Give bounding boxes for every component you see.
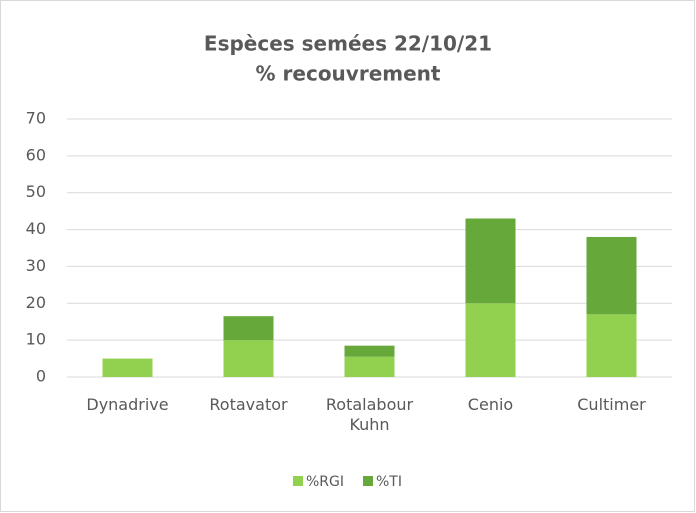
bar-segment <box>586 314 637 377</box>
legend-label: %TI <box>376 474 402 490</box>
y-tick-label: 70 <box>26 109 46 128</box>
bar-segment <box>223 340 274 377</box>
x-tick-label: Rotalabour Kuhn <box>325 395 414 434</box>
x-tick-label: Cultimer <box>577 395 646 414</box>
bar-segment <box>465 303 516 377</box>
legend-swatch <box>363 476 373 486</box>
y-tick-label: 20 <box>26 293 46 312</box>
bar-segment <box>465 218 516 304</box>
bar-segment <box>223 316 274 341</box>
y-tick-label: 50 <box>26 182 46 201</box>
y-tick-label: 0 <box>36 367 46 386</box>
bar-segment <box>102 358 153 377</box>
chart-title: % recouvrement <box>256 62 441 86</box>
y-tick-label: 10 <box>26 330 46 349</box>
bar-segment <box>586 236 637 315</box>
legend-swatch <box>293 476 303 486</box>
x-tick-label: Rotavator <box>209 395 288 414</box>
x-tick-label: Dynadrive <box>86 395 169 414</box>
chart-title: Espèces semées 22/10/21 <box>204 32 492 56</box>
y-tick-label: 60 <box>26 145 46 164</box>
x-tick-label: Cenio <box>467 395 514 414</box>
bar-segment <box>344 345 395 357</box>
y-tick-label: 40 <box>26 219 46 238</box>
legend-label: %RGI <box>306 474 344 490</box>
y-tick-label: 30 <box>26 256 46 275</box>
bar-segment <box>344 356 395 377</box>
